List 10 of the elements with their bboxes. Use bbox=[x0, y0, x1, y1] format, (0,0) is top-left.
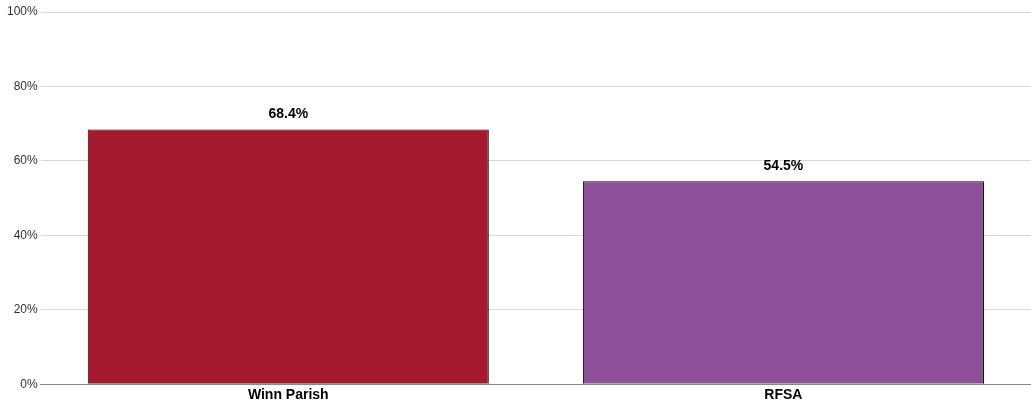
y-tick-label: 0% bbox=[20, 376, 39, 391]
data-label: 68.4% bbox=[268, 105, 309, 122]
y-tick-label: 40% bbox=[13, 227, 39, 242]
y-tick-label: 100% bbox=[6, 4, 39, 19]
x-tick-label: Winn Parish bbox=[247, 386, 329, 403]
x-tick-label: RFSA bbox=[764, 386, 803, 403]
data-label: 54.5% bbox=[763, 157, 804, 174]
y-tick-label: 80% bbox=[13, 78, 39, 93]
y-tick-label: 20% bbox=[13, 302, 39, 317]
y-tick-label: 60% bbox=[13, 153, 39, 168]
